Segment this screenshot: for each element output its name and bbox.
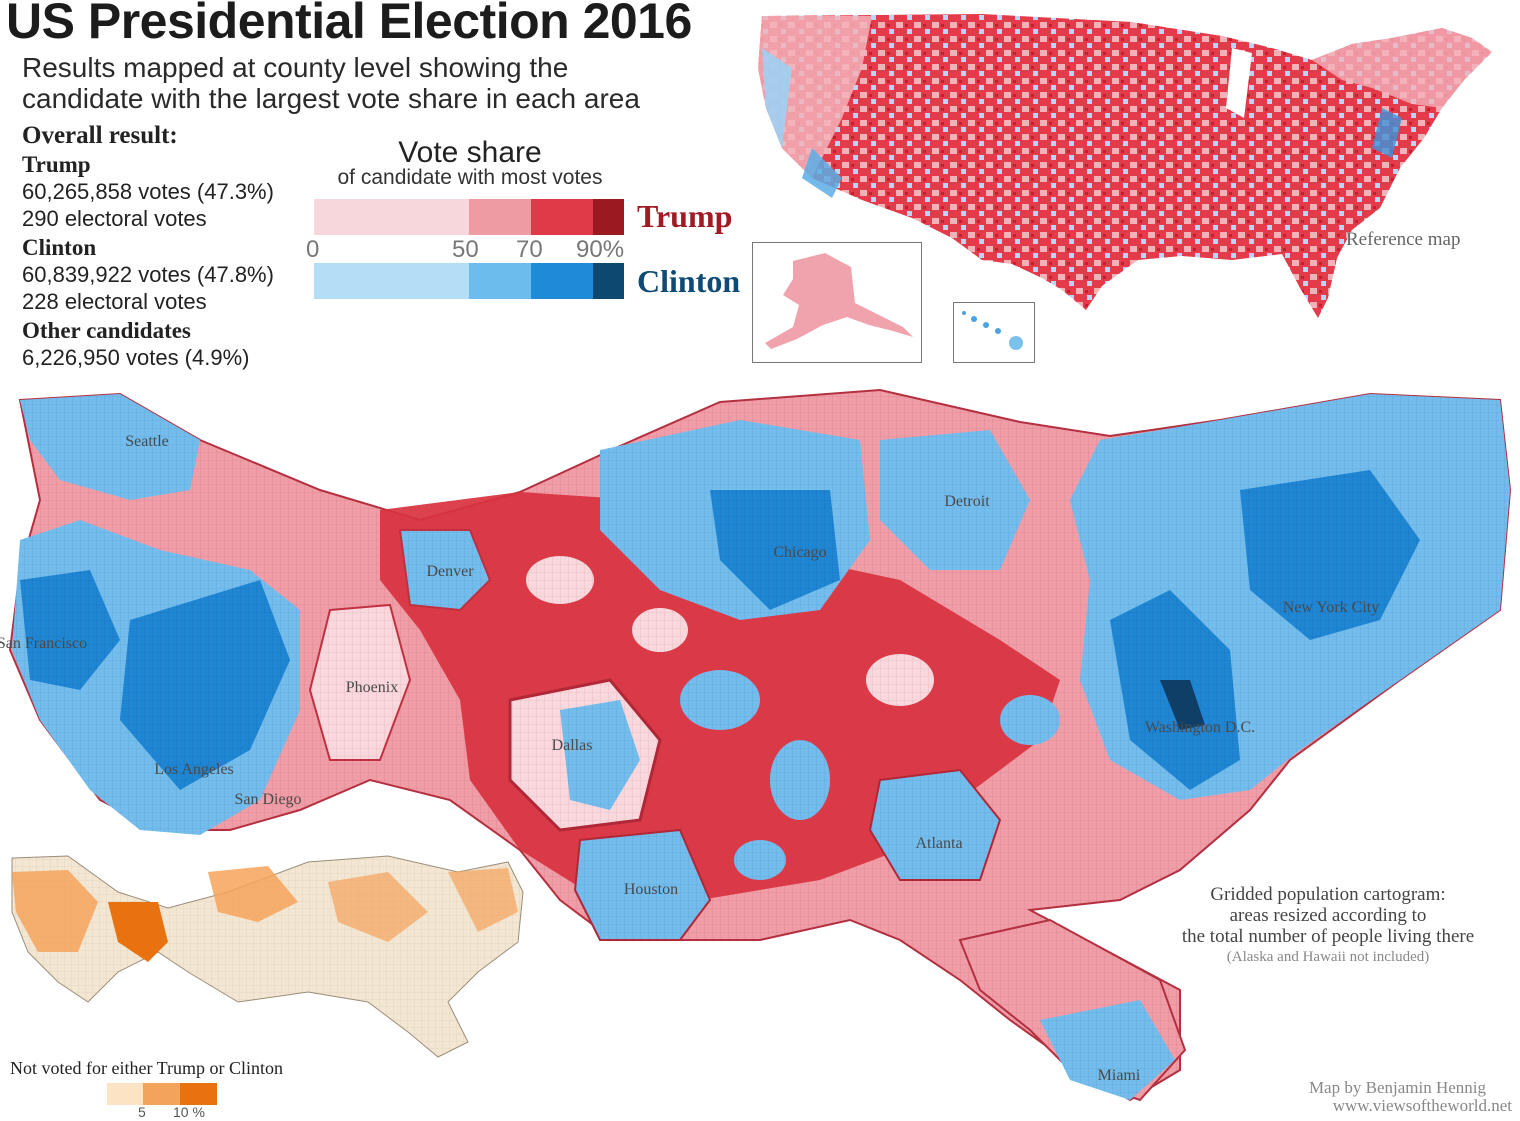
third-party-swatch-mid (143, 1083, 180, 1105)
city-label-washington-dc: Washington D.C. (1145, 719, 1255, 736)
legend-tick-70: 70 (516, 236, 543, 263)
third-party-tick-10: 10 % (173, 1104, 205, 1120)
hawaii-inset (953, 302, 1035, 363)
third-party-swatch-low (107, 1083, 143, 1105)
legend-subtitle: of candidate with most votes (337, 166, 603, 189)
third-party-color-ramp (107, 1083, 217, 1105)
clinton-swatch-0-50 (314, 263, 469, 299)
cartogram-note: Gridded population cartogram: areas resi… (1140, 884, 1516, 968)
subtitle-line-2: candidate with the largest vote share in… (22, 83, 640, 114)
legend-clinton-label: Clinton (637, 263, 741, 299)
city-label-miami: Miami (1098, 1067, 1141, 1084)
third-party-swatch-high (180, 1083, 217, 1105)
clinton-swatch-50-70 (469, 263, 531, 299)
population-cartogram: Seattle Denver Chicago Detroit New York … (0, 388, 1512, 1102)
page-title: US Presidential Election 2016 (6, 0, 692, 49)
city-label-chicago: Chicago (773, 544, 826, 561)
clinton-color-ramp (314, 263, 624, 299)
city-label-detroit: Detroit (944, 493, 990, 510)
trump-name: Trump (22, 152, 91, 177)
third-party-cartogram (11, 855, 524, 1058)
legend-tick-90: 90% (576, 236, 625, 263)
clinton-votes: 60,839,922 votes (47.8%) (22, 262, 274, 287)
third-party-tick-5: 5 (138, 1104, 146, 1120)
city-label-dallas: Dallas (552, 737, 593, 754)
trump-votes: 60,265,858 votes (47.3%) (22, 179, 274, 204)
reference-map-us-lower48 (758, 14, 1492, 318)
overall-results: Overall result: Trump 60,265,858 votes (… (22, 122, 312, 371)
note-line-1: Gridded population cartogram: (1210, 884, 1446, 905)
city-label-new-york-city: New York City (1283, 599, 1379, 616)
other-name: Other candidates (22, 318, 191, 343)
clinton-electoral: 228 electoral votes (22, 289, 207, 314)
trump-swatch-90-100 (593, 199, 624, 235)
clinton-swatch-90-100 (593, 263, 624, 299)
city-label-phoenix: Phoenix (346, 679, 398, 696)
legend-trump-label: Trump (637, 198, 733, 234)
city-label-seattle: Seattle (125, 433, 169, 450)
legend-title: Vote share (398, 136, 542, 169)
legend-tick-0: 0 (306, 236, 320, 263)
alaska-shape (765, 253, 913, 349)
note-line-3: the total number of people living there (1181, 926, 1475, 947)
city-label-atlanta: Atlanta (915, 835, 962, 852)
trump-color-ramp (314, 199, 624, 235)
credit-author: Map by Benjamin Hennig (1308, 1078, 1486, 1097)
trump-swatch-70-90 (531, 199, 593, 235)
results-heading: Overall result: (22, 122, 178, 149)
page-subtitle: Results mapped at county level showing t… (22, 52, 742, 114)
credit-url: www.viewsoftheworld.net (1332, 1096, 1512, 1115)
clinton-swatch-70-90 (531, 263, 593, 299)
other-votes: 6,226,950 votes (4.9%) (22, 345, 250, 370)
city-label-houston: Houston (624, 881, 678, 898)
hawaii-shape (962, 311, 1023, 350)
legend-tick-50: 50 (452, 236, 479, 263)
alaska-inset (752, 242, 922, 363)
clinton-name: Clinton (22, 235, 97, 260)
subtitle-line-1: Results mapped at county level showing t… (22, 52, 569, 83)
trump-electoral: 290 electoral votes (22, 206, 207, 231)
note-line-4: (Alaska and Hawaii not included) (1226, 949, 1430, 965)
city-label-los-angeles: Los Angeles (154, 761, 234, 778)
city-label-san-francisco: San Francisco (0, 635, 87, 652)
third-party-label: Not voted for either Trump or Clinton (10, 1058, 283, 1078)
trump-swatch-50-70 (469, 199, 531, 235)
trump-swatch-0-50 (314, 199, 469, 235)
reference-map-label: Reference map (1346, 229, 1460, 250)
city-label-san-diego: San Diego (234, 791, 301, 808)
note-line-2: areas resized according to (1229, 905, 1427, 926)
reference-map: Reference map (758, 14, 1492, 318)
city-label-denver: Denver (426, 563, 474, 580)
